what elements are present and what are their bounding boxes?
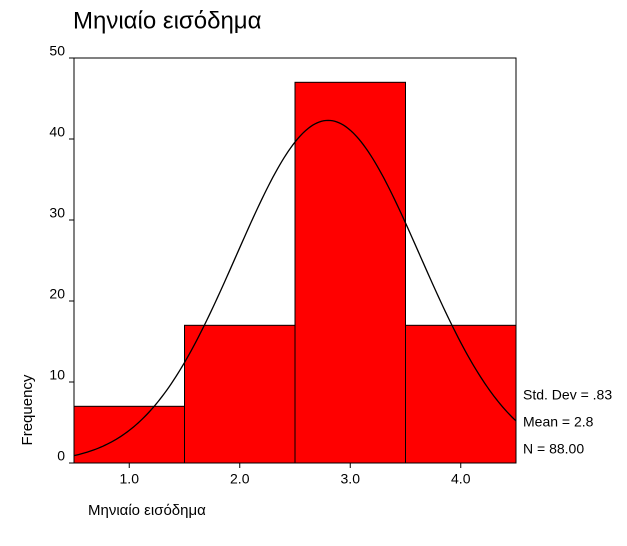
x-tick-label: 4.0 <box>451 471 471 487</box>
y-tick-label: 10 <box>49 367 65 383</box>
stats-label: Mean = 2.8 <box>523 414 594 430</box>
bar <box>73 405 185 464</box>
y-tick-label: 40 <box>49 124 65 140</box>
stats-label: N = 88.00 <box>523 441 584 457</box>
y-tick-label: 0 <box>57 448 65 464</box>
bar <box>405 324 517 464</box>
stats-label: Std. Dev = .83 <box>523 387 612 403</box>
x-axis-label: Μηνιαίο εισόδημα <box>88 502 206 519</box>
chart-title: Μηνιαίο εισόδημα <box>73 7 262 34</box>
y-tick-label: 30 <box>49 205 65 221</box>
x-tick-label: 3.0 <box>341 471 361 487</box>
x-tick-label: 1.0 <box>120 471 140 487</box>
y-tick-label: 20 <box>49 286 65 302</box>
y-tick-label: 50 <box>49 43 65 59</box>
bar <box>294 81 406 464</box>
normal-curve <box>73 119 517 457</box>
y-axis-label: Frequency <box>19 374 36 445</box>
bar <box>184 324 296 464</box>
x-tick-label: 2.0 <box>230 471 250 487</box>
